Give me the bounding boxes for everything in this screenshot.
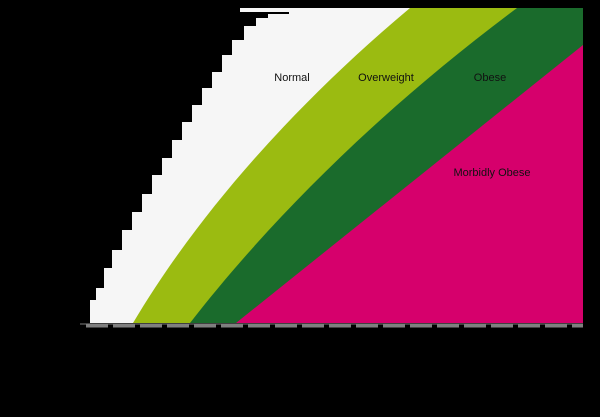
bmi-bands [83, 8, 583, 323]
region-label-obese: Obese [474, 72, 506, 84]
region-label-normal: Normal [274, 72, 309, 84]
region-labels: Normal Overweight Obese Morbidly Obese [274, 72, 530, 179]
region-label-morbidly-obese: Morbidly Obese [453, 167, 530, 179]
band-morbidly-obese [236, 45, 583, 323]
region-label-overweight: Overweight [358, 72, 414, 84]
x-axis [80, 323, 583, 328]
